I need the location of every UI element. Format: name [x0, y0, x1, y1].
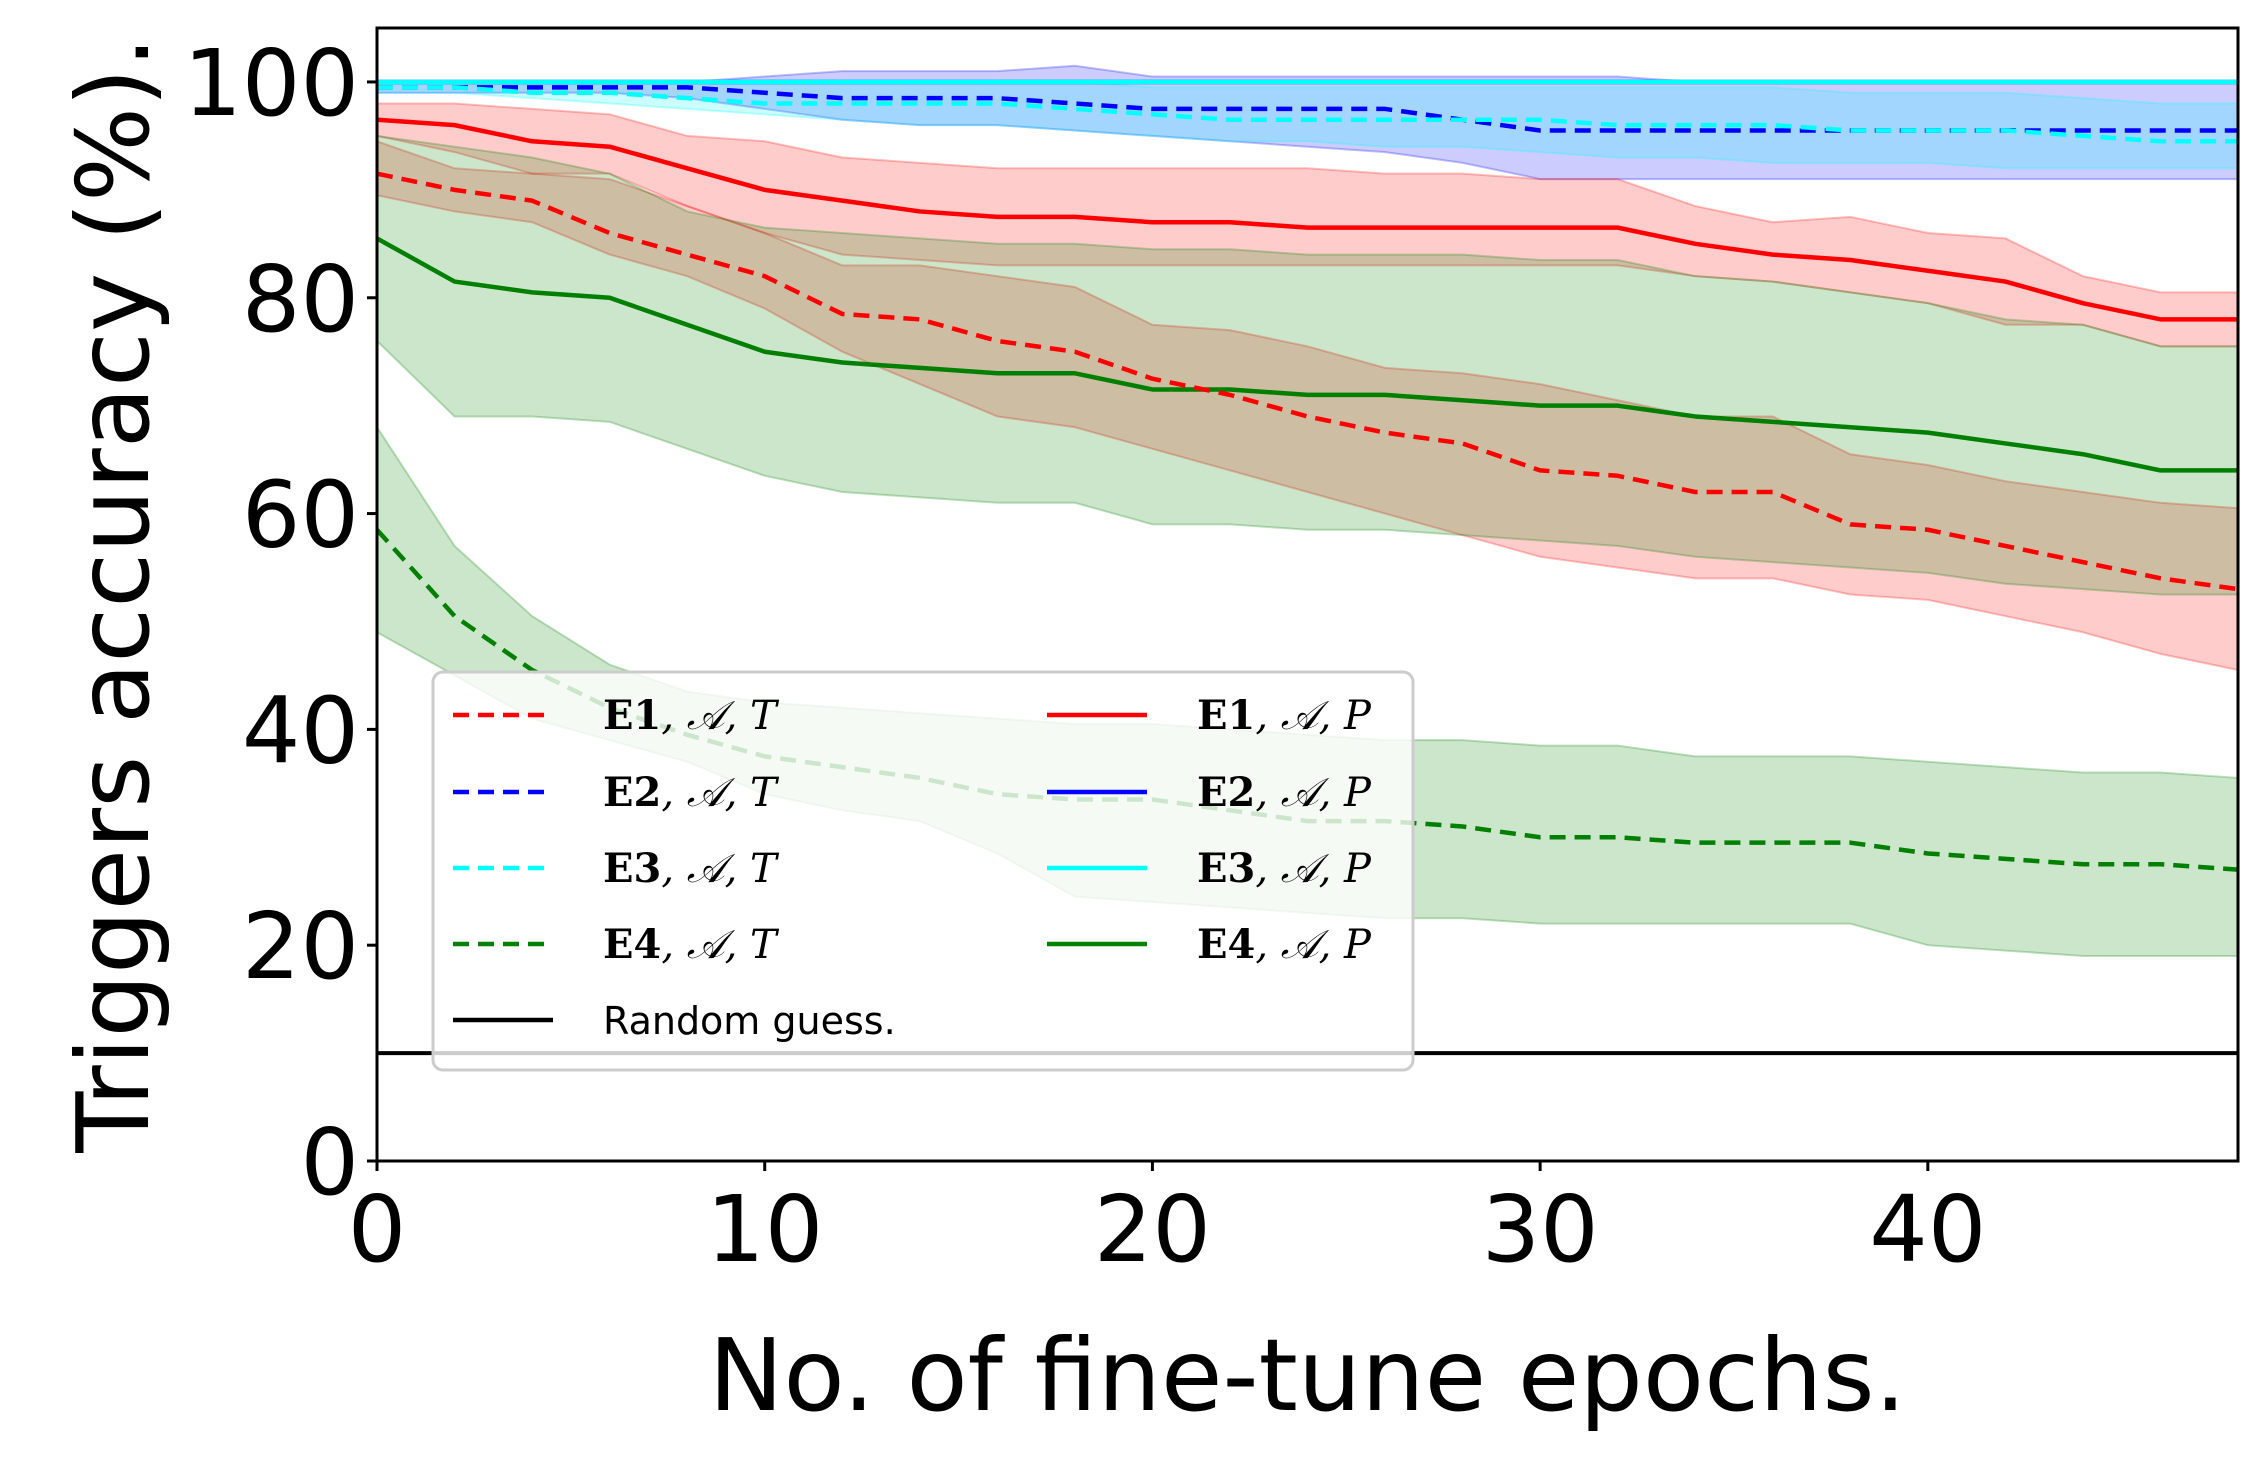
- x-tick-label: 40: [1869, 1176, 1986, 1283]
- y-axis-label: Triggers accuracy (%).: [55, 36, 172, 1154]
- y-tick-label: 0: [300, 1109, 359, 1216]
- series-line-e3-a-t: [377, 85, 2238, 144]
- series-line-e1-a-t: [376, 171, 2239, 592]
- legend-label-e4-a-t: E4, 𝒜, T: [603, 921, 780, 968]
- y-tick-label: 60: [242, 462, 359, 569]
- legend-label-e3-a-t: E3, 𝒜, T: [603, 845, 780, 892]
- x-axis-label: No. of fine-tune epochs.: [709, 1317, 1907, 1434]
- legend: E1, 𝒜, T E2, 𝒜, T E3, 𝒜, T E4, 𝒜, T E1, 𝒜, P…: [431, 670, 1415, 1072]
- legend-label-e2-a-p: E2, 𝒜, P: [1197, 769, 1372, 816]
- axis-ticks: 0 10 20 30 40 0 20 40 60 80 100: [183, 30, 1986, 1283]
- x-tick-label: 0: [348, 1176, 407, 1283]
- x-tick-label: 30: [1482, 1176, 1599, 1283]
- series-line-e4-a-p: [375, 236, 2238, 473]
- legend-label-e2-a-t: E2, 𝒜, T: [603, 769, 780, 816]
- legend-label-e4-a-p: E4, 𝒜, P: [1197, 921, 1372, 968]
- series-line-e1-a-p: [376, 117, 2238, 322]
- legend-label-e3-a-p: E3, 𝒜, P: [1197, 845, 1372, 892]
- y-tick-label: 100: [183, 30, 359, 137]
- y-tick-label: 80: [242, 246, 359, 353]
- x-tick-label: 10: [706, 1176, 823, 1283]
- legend-label-e1-a-t: E1, 𝒜, T: [603, 692, 780, 739]
- confidence-bands: [376, 64, 2239, 957]
- x-tick-label: 20: [1094, 1176, 1211, 1283]
- y-tick-label: 20: [242, 893, 359, 1000]
- legend-box: [431, 670, 1415, 1072]
- legend-label-random-guess: Random guess.: [603, 999, 896, 1043]
- y-tick-label: 40: [242, 677, 359, 784]
- legend-label-e1-a-p: E1, 𝒜, P: [1197, 692, 1372, 739]
- plot-frame: [375, 26, 2240, 1163]
